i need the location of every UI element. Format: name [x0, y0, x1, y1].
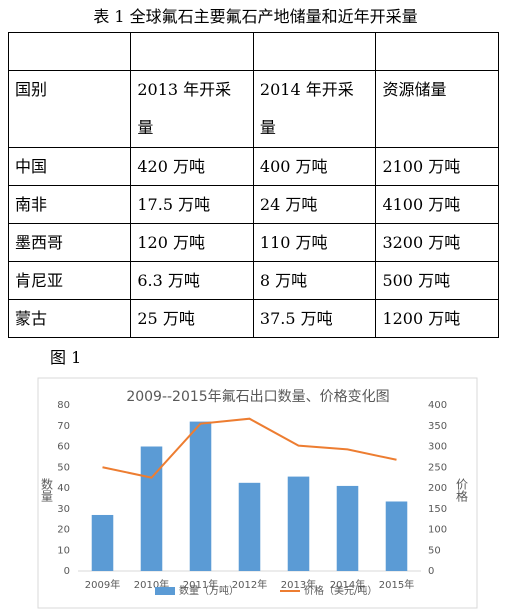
y2-tick-label: 350	[428, 421, 447, 432]
cell	[7, 32, 132, 71]
y-tick-label: 70	[57, 421, 70, 432]
y2-tick-label: 0	[428, 566, 434, 577]
table-row: 南非 17.5 万吨 24 万吨 4100 万吨	[7, 185, 499, 224]
y-tick-label: 0	[64, 566, 70, 577]
cell: 4100 万吨	[375, 185, 499, 224]
y2-tick-label: 50	[428, 545, 441, 556]
table-title: 表 1 全球氟石主要氟石产地储量和近年开采量	[93, 7, 418, 26]
table-row: 墨西哥 120 万吨 110 万吨 3200 万吨	[7, 223, 499, 262]
bar	[140, 446, 163, 571]
legend-label: 价格（美元/吨）	[304, 584, 377, 597]
y-tick-label: 20	[57, 525, 70, 536]
cell: 蒙古	[7, 299, 132, 338]
cell: 资源储量	[375, 70, 499, 148]
x-tick-label: 2015年	[379, 578, 414, 591]
bar	[238, 482, 261, 571]
cell: 400 万吨	[252, 147, 377, 186]
cell: 110 万吨	[252, 223, 377, 262]
legend-swatch	[155, 587, 175, 595]
y-axis-title: 数量	[40, 477, 54, 502]
x-tick-label: 2012年	[232, 578, 267, 591]
y2-tick-label: 150	[428, 504, 447, 515]
x-tick-label: 2013年	[281, 578, 316, 591]
cell: 25 万吨	[130, 299, 254, 338]
cell: 2100 万吨	[375, 147, 499, 186]
table-row: 国别 2013 年开采量 2014 年开采量 资源储量	[7, 70, 499, 148]
chart-title: 2009--2015年氟石出口数量、价格变化图	[126, 389, 389, 405]
cell: 3200 万吨	[375, 223, 499, 262]
bar	[189, 421, 212, 571]
cell: 37.5 万吨	[252, 299, 377, 338]
x-tick-label: 2011年	[183, 578, 218, 591]
cell: 2014 年开采量	[252, 70, 377, 148]
cell: 120 万吨	[130, 223, 254, 262]
y-tick-label: 30	[57, 504, 70, 515]
y-tick-label: 10	[57, 545, 70, 556]
x-tick-label: 2014年	[330, 578, 365, 591]
cell	[130, 32, 254, 71]
y-tick-label: 50	[57, 462, 70, 473]
cell: 墨西哥	[7, 223, 132, 262]
cell: 中国	[7, 147, 132, 186]
line	[102, 417, 397, 479]
cell: 1200 万吨	[375, 299, 499, 338]
cell: 24 万吨	[252, 185, 377, 224]
cell: 8 万吨	[252, 261, 377, 300]
bar	[336, 485, 359, 571]
cell: 500 万吨	[375, 261, 499, 300]
cell: 6.3 万吨	[130, 261, 254, 300]
y2-tick-label: 400	[428, 400, 447, 411]
y-tick-label: 40	[57, 483, 70, 494]
y2-tick-label: 200	[428, 483, 447, 494]
cell: 420 万吨	[130, 147, 254, 186]
legend-label: 数量（万吨）	[179, 584, 239, 597]
cell: 2013 年开采量	[130, 70, 254, 148]
cell: 国别	[7, 70, 132, 148]
table: 国别 2013 年开采量 2014 年开采量 资源储量 中国 420 万吨 400 万吨 21…	[7, 32, 499, 338]
y-tick-label: 80	[57, 400, 70, 411]
x-tick-label: 2009年	[85, 578, 120, 591]
y2-tick-label: 100	[428, 525, 447, 536]
y-tick-label: 60	[57, 442, 70, 453]
bar	[91, 514, 114, 571]
y2-axis-title: 价格	[455, 478, 469, 502]
figure-caption: 图 1	[50, 348, 82, 367]
y2-tick-label: 250	[428, 462, 447, 473]
bar	[385, 501, 408, 571]
bar	[287, 476, 310, 571]
y2-tick-label: 300	[428, 442, 447, 453]
table-row: 中国 420 万吨 400 万吨 2100 万吨	[7, 147, 499, 186]
cell: 17.5 万吨	[130, 185, 254, 224]
table-row: 蒙古 25 万吨 37.5 万吨 1200 万吨	[7, 299, 499, 338]
